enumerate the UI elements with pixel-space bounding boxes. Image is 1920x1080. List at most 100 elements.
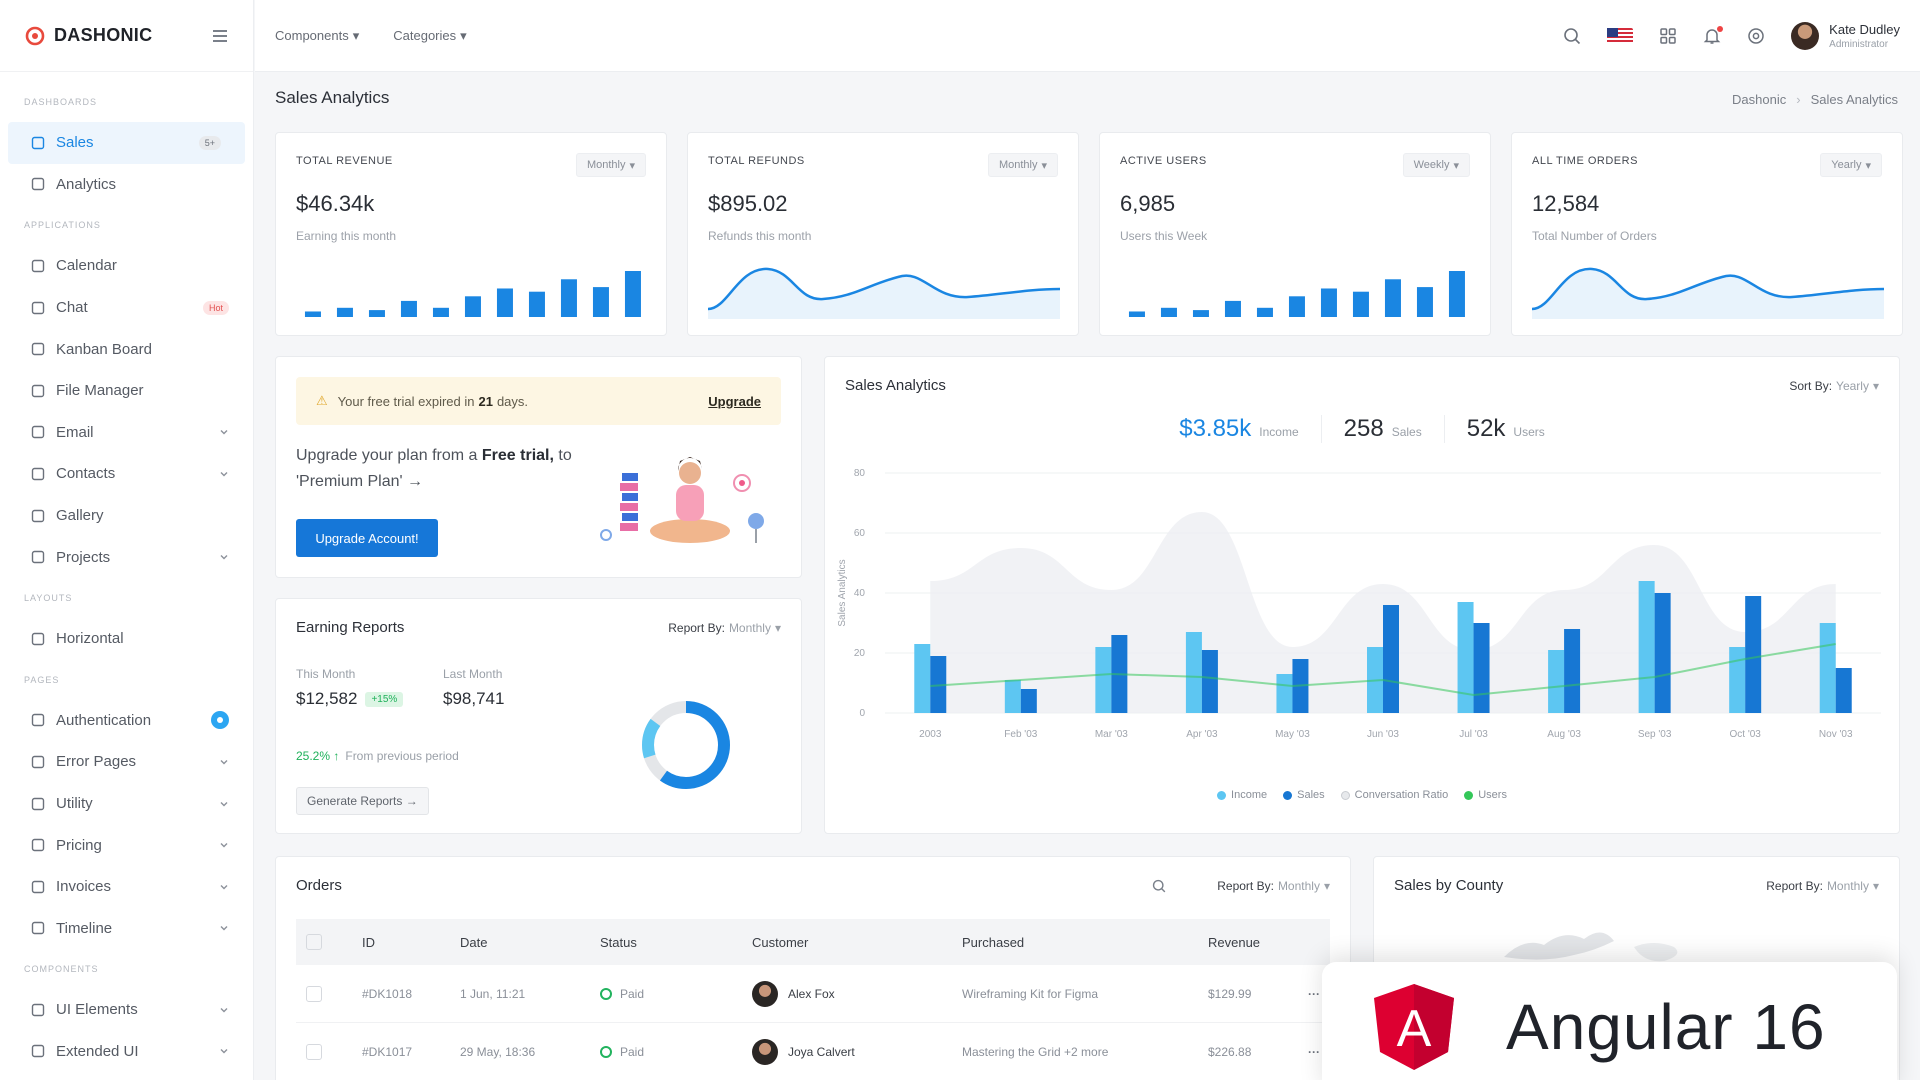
sparkline-area (708, 268, 1060, 319)
legend-conversation-ratio[interactable]: Conversation Ratio (1340, 789, 1448, 801)
sidebar-item-gallery[interactable]: Gallery (0, 495, 253, 537)
search-icon[interactable] (1152, 879, 1166, 893)
sidebar-item-projects[interactable]: Projects (0, 536, 253, 578)
upgrade-card: ⚠ Your free trial expired in 21 days. Up… (275, 356, 802, 578)
sidebar-item-ui-elements[interactable]: UI Elements (0, 989, 253, 1031)
row-checkbox[interactable] (306, 1043, 322, 1060)
orders-card: Orders Report By: Monthly ▾ ID Date Status… (275, 856, 1351, 1080)
bell-icon[interactable] (1703, 25, 1724, 45)
categories-menu[interactable]: Categories ▾ (393, 28, 466, 44)
col-id[interactable]: ID (362, 934, 375, 950)
col-purchased[interactable]: Purchased (962, 934, 1025, 950)
sales-by-county-title: Sales by County (1394, 877, 1504, 894)
chevron-down-icon: ▾ (629, 159, 635, 172)
upgrade-link[interactable]: Upgrade (708, 393, 761, 409)
sidebar-item-invoices[interactable]: Invoices (0, 866, 253, 908)
sidebar-item-timeline[interactable]: Timeline (0, 908, 253, 950)
sidebar-item-file-manager[interactable]: File Manager (0, 370, 253, 412)
period-dropdown[interactable]: Monthly ▾ (987, 153, 1058, 177)
period-value: Monthly (998, 159, 1038, 171)
order-customer[interactable]: Alex Fox (752, 980, 962, 1007)
avatar (752, 1038, 778, 1065)
stat-card-all-time-orders: ALL TIME ORDERS Yearly ▾ 12,584 Total Num… (1511, 132, 1903, 336)
chevron-down-icon (219, 552, 229, 562)
sidebar-item-kanban-board[interactable]: Kanban Board (0, 328, 253, 370)
layers-icon (30, 1043, 46, 1059)
sidebar-item-extended-ui[interactable]: Extended UI (0, 1031, 253, 1073)
sidebar-item-label: Analytics (56, 175, 117, 193)
chevron-down-icon: ▾ (1872, 879, 1879, 893)
col-date[interactable]: Date (460, 934, 488, 950)
apps-grid-icon[interactable] (1659, 27, 1677, 45)
timeline-icon (30, 920, 46, 936)
menu-toggle-icon[interactable] (213, 29, 229, 43)
sidebar-item-error-pages[interactable]: Error Pages (0, 741, 253, 783)
this-month-label: This Month (296, 667, 356, 681)
angular-logo: A (1374, 984, 1454, 1070)
chevron-down-icon (219, 882, 229, 892)
search-icon[interactable] (1563, 27, 1581, 45)
sidebar-item-pricing[interactable]: Pricing (0, 824, 253, 866)
alert-circle-icon (30, 754, 46, 770)
col-customer[interactable]: Customer (752, 934, 809, 950)
upgrade-account-button[interactable]: Upgrade Account! (296, 519, 438, 557)
angular-logo-letter: A (1397, 1000, 1432, 1058)
y-tick-label: 40 (854, 588, 866, 599)
row-checkbox[interactable] (306, 985, 322, 1002)
customer-name: Joya Calvert (788, 1044, 855, 1059)
y-tick-label: 60 (854, 528, 866, 539)
sidebar-item-horizontal[interactable]: Horizontal (0, 618, 253, 660)
sparkline-bar (400, 300, 417, 317)
generate-reports-button[interactable]: Generate Reports → (296, 787, 429, 815)
summary-sales-label: Sales (1391, 425, 1422, 439)
donut-primary-arc (642, 701, 730, 789)
table-row[interactable]: #DK1017 29 May, 18:36 Paid Joya Calvert … (296, 1023, 1330, 1080)
sidebar-item-label: Extended UI (56, 1042, 139, 1060)
brand-logo[interactable]: DASHONIC (0, 0, 253, 72)
angular-version-text: Angular 16 (1506, 991, 1826, 1063)
sidebar-item-calendar[interactable]: Calendar (0, 245, 253, 287)
section-pages: PAGES (24, 674, 60, 685)
sidebar-item-authentication[interactable]: Authentication (0, 700, 253, 742)
sidebar-item-email[interactable]: Email (0, 412, 253, 454)
legend-income[interactable]: Income (1217, 789, 1267, 801)
select-all-checkbox[interactable] (306, 934, 322, 950)
sidebar-item-contacts[interactable]: Contacts (0, 453, 253, 495)
more-actions-icon[interactable]: ··· (1308, 1044, 1320, 1059)
sparkline-bar (1128, 311, 1145, 317)
sidebar-item-label: Calendar (56, 257, 117, 275)
sparkline-bar (1320, 288, 1337, 317)
more-actions-icon[interactable]: ··· (1308, 986, 1320, 1001)
col-revenue[interactable]: Revenue (1208, 934, 1261, 950)
categories-menu-label: Categories (393, 28, 457, 43)
sparkline-bar (1256, 307, 1273, 317)
order-id[interactable]: #DK1018 (362, 986, 413, 1001)
legend-users[interactable]: Users (1464, 789, 1507, 801)
sidebar-item-utility[interactable]: Utility (0, 783, 253, 825)
settings-gear-icon[interactable] (1747, 27, 1765, 45)
sidebar-item-chat[interactable]: Chat Hot (0, 287, 253, 329)
page-title: Sales Analytics (275, 88, 390, 107)
sidebar-item-label: Error Pages (56, 753, 137, 771)
table-row[interactable]: #DK1018 1 Jun, 11:21 Paid Alex Fox Wiref… (296, 965, 1330, 1023)
pie-chart-icon (30, 176, 46, 192)
period-dropdown[interactable]: Yearly ▾ (1820, 153, 1882, 177)
bar-income (1004, 680, 1021, 713)
col-status[interactable]: Status (600, 934, 637, 950)
breadcrumb-home[interactable]: Dashonic (1732, 92, 1787, 107)
orders-report-by-dropdown[interactable]: Report By: Monthly ▾ (1217, 879, 1330, 893)
orders-title: Orders (296, 877, 342, 894)
sidebar-item-sales[interactable]: Sales 5+ (8, 122, 245, 164)
sort-by-dropdown[interactable]: Sort By: Yearly ▾ (1789, 379, 1879, 393)
user-menu[interactable]: Kate Dudley Administrator (1791, 21, 1900, 50)
us-flag-icon[interactable] (1607, 27, 1634, 44)
county-report-by-dropdown[interactable]: Report By: Monthly ▾ (1766, 879, 1879, 893)
order-customer[interactable]: Joya Calvert (752, 1038, 962, 1065)
period-dropdown[interactable]: Weekly ▾ (1402, 153, 1470, 177)
order-id[interactable]: #DK1017 (362, 1044, 413, 1059)
components-menu[interactable]: Components ▾ (275, 28, 359, 44)
sidebar-item-analytics[interactable]: Analytics (0, 164, 253, 206)
legend-sales[interactable]: Sales (1283, 789, 1325, 801)
period-dropdown[interactable]: Monthly ▾ (575, 153, 646, 177)
earning-report-by-dropdown[interactable]: Report By: Monthly ▾ (668, 621, 781, 635)
